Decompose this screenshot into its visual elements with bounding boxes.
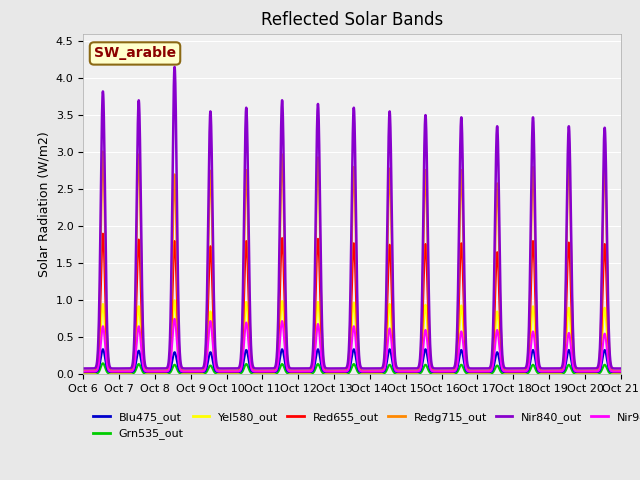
Y-axis label: Solar Radiation (W/m2): Solar Radiation (W/m2) bbox=[37, 131, 50, 277]
Title: Reflected Solar Bands: Reflected Solar Bands bbox=[261, 11, 443, 29]
Legend: Blu475_out, Grn535_out, Yel580_out, Red655_out, Redg715_out, Nir840_out, Nir945_: Blu475_out, Grn535_out, Yel580_out, Red6… bbox=[89, 408, 640, 444]
Text: SW_arable: SW_arable bbox=[94, 47, 176, 60]
